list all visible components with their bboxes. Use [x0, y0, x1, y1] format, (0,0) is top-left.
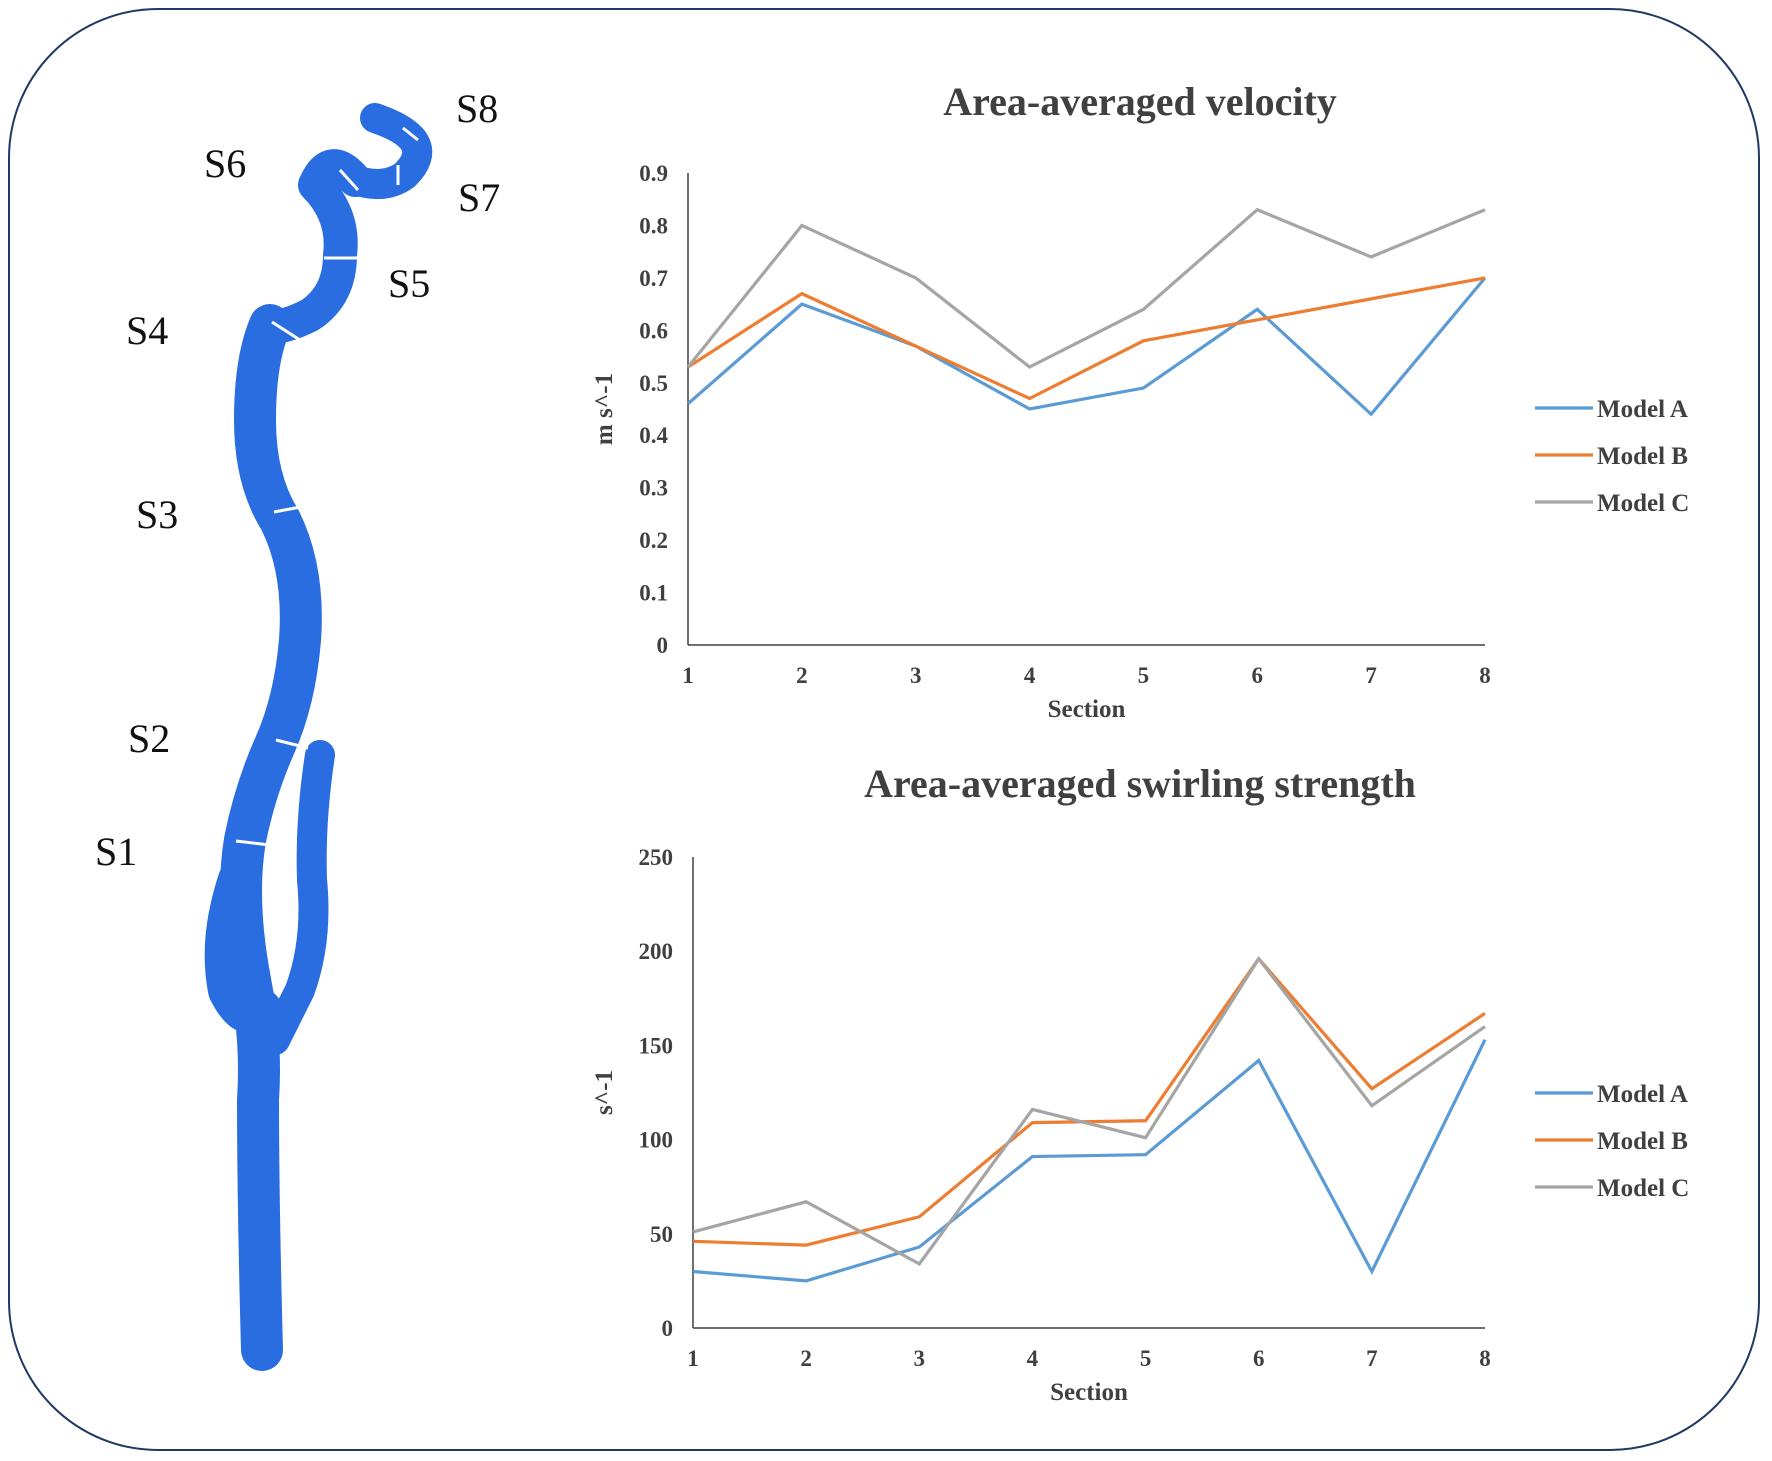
cut-s6: [338, 168, 360, 192]
swirl-y-axis-title: s^-1: [591, 1070, 618, 1115]
section-label-s1: S1: [95, 829, 137, 874]
velocity-y-tick-label: 0: [657, 633, 669, 658]
velocity-x-tick-label: 3: [910, 663, 922, 688]
velocity-y-tick-label: 0.5: [639, 371, 668, 396]
swirl-chart: Area-averaged swirling strength 0 50 100 150…: [591, 761, 1689, 1406]
swirl-y-tick-label: 100: [639, 1128, 674, 1153]
velocity-x-tick-label: 6: [1252, 663, 1264, 688]
swirl-legend-label: Model B: [1597, 1128, 1688, 1155]
velocity-x-tick-label: 4: [1024, 663, 1036, 688]
swirl-x-tick-label: 4: [1027, 1346, 1039, 1371]
swirl-x-tick-label: 2: [800, 1346, 812, 1371]
velocity-series-model-a-line: [686, 276, 1487, 417]
velocity-y-tick-label: 0.3: [639, 476, 668, 501]
swirl-y-tick-label: 0: [662, 1316, 674, 1341]
section-label-s7: S7: [458, 175, 500, 220]
section-label-s3: S3: [136, 492, 178, 537]
velocity-x-tick-label: 8: [1479, 663, 1491, 688]
velocity-legend-label: Model B: [1597, 443, 1688, 470]
section-label-s4: S4: [126, 308, 168, 353]
vessel-upper: [253, 149, 372, 344]
swirl-x-tick-label: 5: [1140, 1346, 1152, 1371]
section-label-s5: S5: [388, 261, 430, 306]
velocity-x-tick-label: 7: [1365, 663, 1377, 688]
velocity-x-tick-label: 5: [1138, 663, 1150, 688]
velocity-series-model-b-line: [687, 276, 1486, 401]
cut-s8: [402, 126, 419, 142]
velocity-legend-label: Model C: [1597, 490, 1689, 517]
velocity-chart: Area-averaged velocity 0 0.1 0.2 0.3 0.4 0.5 0.…: [591, 79, 1689, 723]
velocity-y-tick-label: 0.7: [639, 266, 668, 291]
vessel-bulb: [204, 858, 282, 1035]
swirl-x-axis-title: Section: [1050, 1379, 1128, 1406]
velocity-x-axis-title: Section: [1048, 696, 1126, 723]
swirl-series-model-c-line: [692, 955, 1486, 1267]
swirl-series-model-a-line: [692, 1039, 1487, 1283]
swirl-legend-label: Model A: [1597, 1081, 1688, 1108]
swirl-y-tick-label: 50: [650, 1222, 673, 1247]
velocity-y-tick-label: 0.6: [639, 318, 668, 343]
swirl-chart-title: Area-averaged swirling strength: [864, 761, 1416, 806]
velocity-y-tick-label: 0.8: [639, 213, 668, 238]
velocity-legend-label: Model A: [1597, 396, 1688, 423]
vessel-model: S1 S2 S3 S4 S5 S6 S7 S8: [95, 86, 500, 1371]
swirl-x-tick-label: 7: [1366, 1346, 1378, 1371]
figure-frame: [8, 8, 1760, 1451]
cut-s1: [235, 839, 271, 847]
cut-s4: [271, 320, 301, 342]
velocity-y-tick-label: 0.4: [639, 423, 668, 448]
velocity-series-model-c-line: [686, 207, 1486, 369]
cut-s2: [275, 738, 309, 750]
swirl-y-tick-label: 150: [639, 1033, 674, 1058]
swirl-x-tick-label: 3: [914, 1346, 926, 1371]
vessel-loop: [340, 103, 433, 199]
section-label-s8: S8: [456, 86, 498, 131]
velocity-x-tick-label: 2: [796, 663, 808, 688]
velocity-y-tick-label: 0.1: [639, 581, 668, 606]
velocity-y-tick-label: 0.2: [639, 528, 668, 553]
velocity-y-axis-title: m s^-1: [591, 373, 618, 445]
velocity-y-tick-label: 0.9: [639, 161, 668, 186]
swirl-legend-label: Model C: [1597, 1175, 1689, 1202]
swirl-y-tick-label: 200: [639, 939, 674, 964]
swirl-y-tick-label: 250: [639, 845, 674, 870]
cut-s3: [273, 504, 307, 514]
section-label-s2: S2: [128, 716, 170, 761]
velocity-x-tick-label: 1: [682, 663, 694, 688]
swirl-series-model-b-line: [692, 956, 1486, 1247]
velocity-chart-title: Area-averaged velocity: [943, 79, 1337, 124]
vessel-branch: [260, 740, 335, 1055]
section-label-s6: S6: [204, 141, 246, 186]
swirl-x-tick-label: 1: [687, 1346, 699, 1371]
swirl-x-tick-label: 6: [1253, 1346, 1265, 1371]
vessel-trunk: [220, 304, 322, 1371]
swirl-x-tick-label: 8: [1479, 1346, 1491, 1371]
